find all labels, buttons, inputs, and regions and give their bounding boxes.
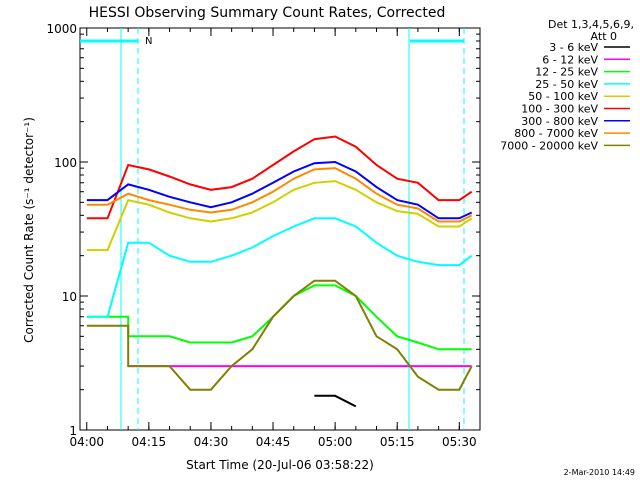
- series-line-4: [86, 217, 473, 318]
- x-tick-label: 04:15: [132, 435, 167, 449]
- y-tick-label: 10: [62, 290, 77, 304]
- x-tick-label: 05:00: [318, 435, 353, 449]
- series-line-7: [86, 160, 473, 220]
- legend-label: 800 - 7000 keV: [514, 127, 598, 140]
- series-line-5: [86, 180, 473, 252]
- x-tick-label: 04:45: [256, 435, 291, 449]
- legend-header-line-2: Att 0: [591, 30, 617, 43]
- x-axis-label: Start Time (20-Jul-06 03:58:22): [186, 458, 374, 472]
- legend-label: 3 - 6 keV: [549, 41, 598, 54]
- plot-frame: [79, 27, 481, 431]
- legend-label: 12 - 25 keV: [535, 66, 598, 79]
- series-line-3: [86, 284, 472, 351]
- legend-header-line-1: Det 1,3,4,5,6,9,: [548, 18, 634, 31]
- legend-label: 7000 - 20000 keV: [500, 139, 598, 152]
- x-tick-label: 04:00: [69, 435, 104, 449]
- y-axis-label: Corrected Count Rate (s⁻¹ detector⁻¹): [22, 117, 36, 343]
- chart-title: HESSI Observing Summary Count Rates, Cor…: [89, 5, 446, 21]
- y-tick-label: 1: [69, 424, 77, 438]
- y-tick-label: 100: [54, 156, 77, 170]
- x-tick-label: 05:15: [380, 435, 415, 449]
- footer-timestamp: 2-Mar-2010 14:49: [564, 468, 635, 477]
- legend-label: 300 - 800 keV: [521, 115, 598, 128]
- y-tick-label: 1000: [46, 22, 77, 36]
- x-tick-label: 05:30: [442, 435, 477, 449]
- series-line-9: [86, 279, 473, 391]
- plot-area: 1 10 100 1000 04:00 04:15 04:30 04:45 05:00 05:15…: [46, 22, 481, 449]
- legend-label: 100 - 300 keV: [521, 103, 598, 116]
- legend-label: 50 - 100 keV: [528, 90, 598, 103]
- series-line-6: [86, 135, 473, 220]
- legend-label: 25 - 50 keV: [535, 78, 598, 91]
- flag-annotation: N: [145, 36, 152, 47]
- series-line-8: [86, 167, 473, 223]
- x-tick-label: 04:30: [194, 435, 229, 449]
- series-line-1: [314, 394, 357, 408]
- legend-label: 6 - 12 keV: [542, 53, 598, 66]
